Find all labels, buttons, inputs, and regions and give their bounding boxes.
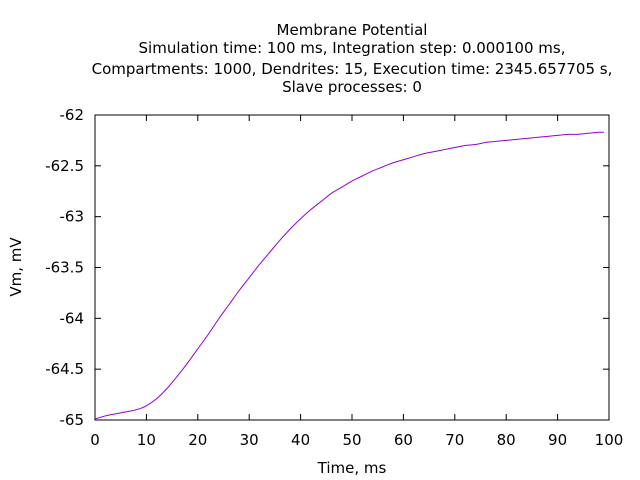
chart-title-line-2: Simulation time: 100 ms, Integration ste… [139, 39, 566, 57]
y-tick-label: -64.5 [45, 360, 84, 378]
y-tick-label: -62.5 [45, 157, 84, 175]
plot-frame [94, 114, 610, 421]
x-tick-label: 0 [90, 431, 100, 449]
x-tick-label: 50 [342, 431, 361, 449]
x-tick-label: 100 [595, 431, 624, 449]
series-line-membrane-potential [94, 131, 604, 420]
x-tick-label: 40 [291, 431, 310, 449]
y-tick-label: -63.5 [45, 259, 84, 277]
y-tick-label: -64 [60, 309, 85, 327]
x-tick-label: 80 [497, 431, 516, 449]
x-axis-label: Time, ms [317, 459, 387, 477]
x-tick-label: 60 [394, 431, 413, 449]
x-tick-label: 30 [240, 431, 259, 449]
chart-title-line-4: Slave processes: 0 [282, 78, 422, 96]
y-tick-label: -62 [60, 106, 85, 124]
y-axis-ticks: -65 -64.5 -64 -63.5 -63 -62.5 -62 [45, 106, 609, 429]
chart-title-line-3: Compartments: 1000, Dendrites: 15, Execu… [92, 60, 613, 78]
x-tick-label: 90 [548, 431, 567, 449]
x-tick-label: 70 [445, 431, 464, 449]
x-tick-label: 20 [188, 431, 207, 449]
x-axis-ticks: 0 10 20 30 40 50 60 70 80 90 100 [90, 115, 623, 449]
y-tick-label: -65 [60, 411, 85, 429]
chart-title: Membrane Potential Simulation time: 100 … [92, 21, 613, 96]
chart-title-line-1: Membrane Potential [277, 21, 428, 39]
y-tick-label: -63 [60, 208, 85, 226]
x-tick-label: 10 [137, 431, 156, 449]
y-axis-label: Vm, mV [7, 237, 25, 297]
